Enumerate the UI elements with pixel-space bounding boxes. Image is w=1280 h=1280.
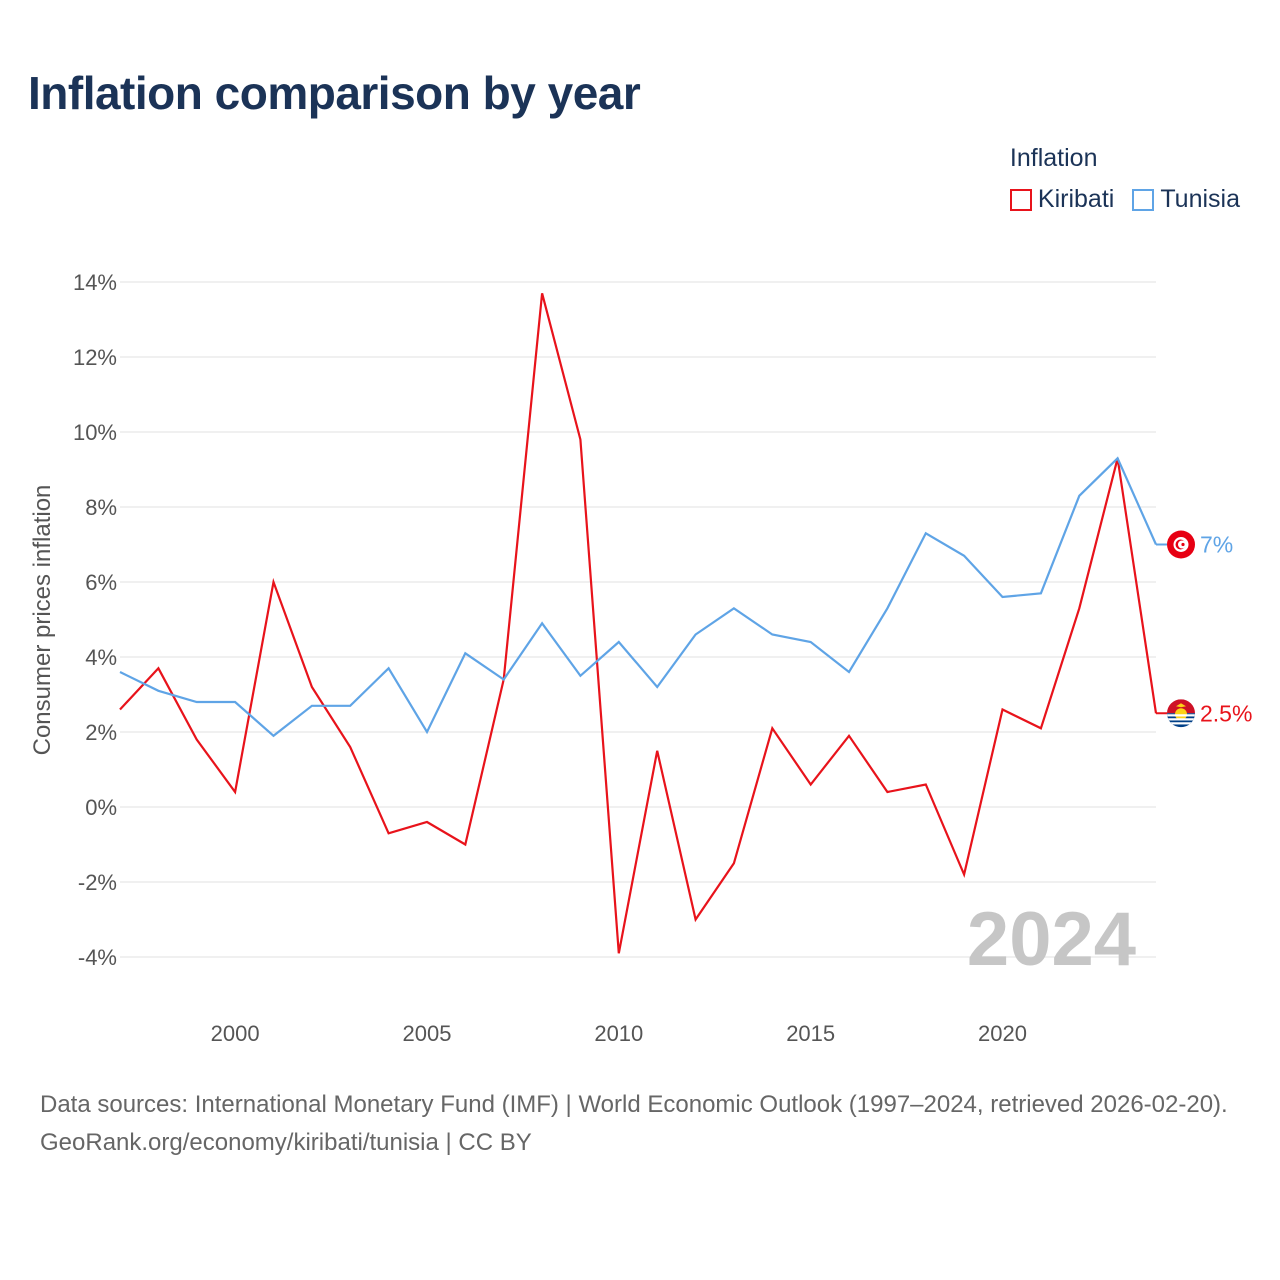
y-tick-label: -4% <box>78 945 117 970</box>
legend-item-tunisia[interactable]: Tunisia <box>1132 185 1240 214</box>
legend-title: Inflation <box>1009 144 1098 172</box>
x-axis-ticks: 2000 2005 2010 2015 2020 <box>211 1021 1027 1046</box>
y-tick-label: 6% <box>85 570 117 595</box>
credit-link[interactable]: GeoRank.org/economy/kiribati/tunisia | C… <box>40 1129 532 1156</box>
kiribati-flag-icon <box>1167 699 1195 728</box>
y-tick-label: 2% <box>85 720 117 745</box>
y-tick-label: -2% <box>78 870 117 895</box>
end-value-label-kiribati: 2.5% <box>1200 700 1252 726</box>
legend-swatch-tunisia <box>1132 188 1155 211</box>
x-tick-label: 2000 <box>211 1021 260 1046</box>
series-lines <box>119 293 1158 954</box>
x-tick-label: 2010 <box>594 1021 643 1046</box>
y-tick-label: 8% <box>85 495 117 520</box>
y-tick-label: 14% <box>73 270 117 295</box>
y-tick-label: 4% <box>85 645 117 670</box>
data-sources: Data sources: International Monetary Fun… <box>40 1091 1228 1118</box>
line-chart: 14%12%10%8%6%4%2%0%-2%-4% 2000 2005 2010 20… <box>29 270 1252 1046</box>
y-axis-label: Consumer prices inflation <box>29 485 56 756</box>
footer: Data sources: International Monetary Fun… <box>40 1086 1250 1162</box>
legend-label-tunisia: Tunisia <box>1160 185 1240 213</box>
x-tick-label: 2005 <box>402 1021 451 1046</box>
y-tick-label: 0% <box>85 795 117 820</box>
y-axis-ticks: 14% 12% 10% 8% 6% 4% 2% 0% -2% -4% <box>73 270 117 970</box>
legend-label-kiribati: Kiribati <box>1037 185 1115 213</box>
y-tick-label: 12% <box>73 345 117 370</box>
gridlines <box>120 281 1156 958</box>
series-end-markers: 2.5% 7% <box>1156 530 1252 728</box>
year-overlay: 2024 <box>967 897 1136 982</box>
x-tick-label: 2020 <box>978 1021 1027 1046</box>
x-tick-label: 2015 <box>786 1021 835 1046</box>
page-title: Inflation comparison by year <box>28 67 641 119</box>
y-tick-label: 10% <box>73 420 117 445</box>
series-line-tunisia <box>119 456 1158 738</box>
legend: Inflation Kiribati Tunisia <box>1009 144 1240 214</box>
end-value-label-tunisia: 7% <box>1200 532 1233 558</box>
series-line-kiribati <box>119 293 1158 954</box>
legend-swatch-kiribati <box>1009 188 1032 211</box>
legend-item-kiribati[interactable]: Kiribati <box>1009 185 1115 214</box>
tunisia-flag-icon <box>1167 530 1195 559</box>
